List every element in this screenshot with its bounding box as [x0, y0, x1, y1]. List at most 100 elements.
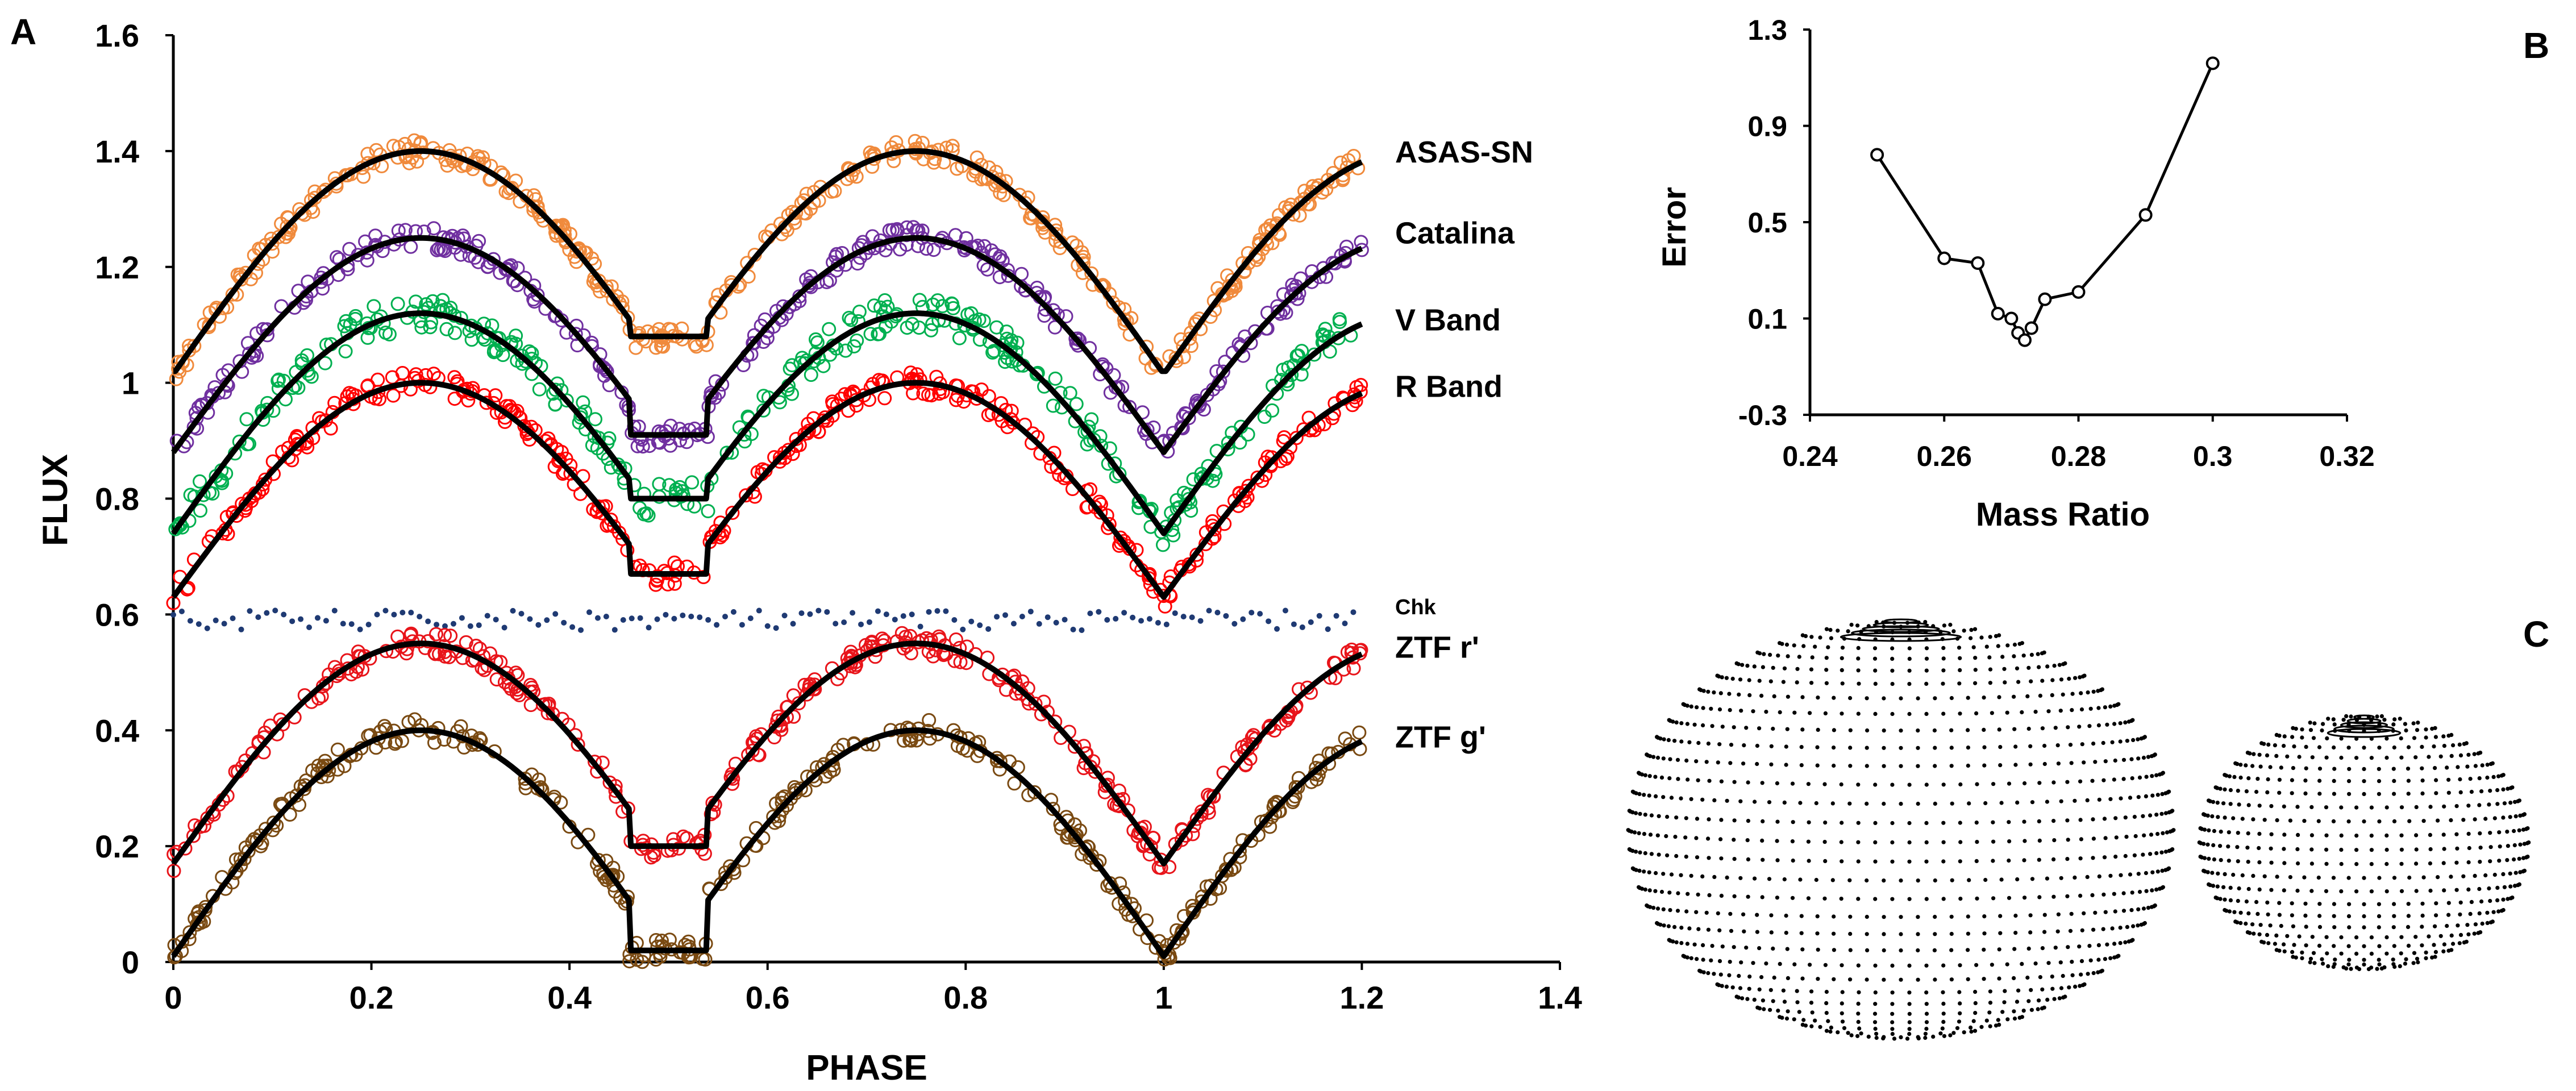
surface-point — [1829, 636, 1833, 640]
surface-point — [1924, 1011, 1929, 1016]
data-point — [272, 230, 286, 244]
surface-point — [2087, 724, 2092, 728]
surface-point — [1637, 792, 1642, 796]
surface-point — [2414, 847, 2419, 852]
chk-point — [739, 622, 745, 628]
data-point — [318, 182, 333, 197]
error-point — [2018, 333, 2032, 347]
surface-point — [2391, 957, 2395, 962]
surface-point — [2207, 828, 2211, 832]
surface-point — [2129, 908, 2134, 913]
surface-point — [2223, 787, 2227, 792]
surface-point — [2441, 949, 2446, 953]
surface-point — [2492, 872, 2497, 877]
surface-point — [1757, 651, 1762, 656]
surface-point — [2235, 761, 2240, 767]
surface-point — [1991, 896, 1996, 901]
surface-point — [2245, 846, 2250, 850]
surface-point — [1890, 682, 1895, 686]
surface-point — [1740, 996, 1745, 1001]
surface-point — [2125, 925, 2129, 929]
data-point — [818, 410, 833, 425]
chk-point — [680, 612, 686, 618]
data-point — [960, 307, 975, 322]
data-point — [667, 555, 682, 570]
surface-point — [1648, 832, 1653, 837]
surface-point — [1772, 975, 1776, 980]
surface-point — [2244, 921, 2248, 926]
surface-point — [1671, 939, 1675, 944]
surface-point — [1899, 977, 1903, 982]
surface-point — [2424, 950, 2428, 955]
surface-point — [2377, 962, 2382, 967]
surface-point — [1638, 850, 1642, 855]
surface-point — [1997, 695, 2001, 699]
surface-point — [1784, 642, 1790, 647]
data-point — [531, 772, 546, 787]
surface-point — [1924, 1020, 1929, 1025]
chk-point — [960, 626, 966, 632]
chk-point — [484, 613, 490, 619]
chk-point — [382, 607, 389, 614]
surface-point — [1882, 696, 1886, 701]
surface-point — [2121, 757, 2126, 762]
surface-point — [2502, 801, 2507, 806]
surface-point — [1751, 709, 1755, 714]
surface-point — [1873, 963, 1878, 968]
surface-point — [2091, 971, 2096, 976]
error-point — [2205, 56, 2220, 70]
data-point — [1158, 599, 1172, 614]
surface-point — [2295, 805, 2300, 809]
surface-point — [1674, 853, 1679, 859]
surface-point — [2445, 765, 2449, 770]
data-point — [739, 488, 754, 503]
surface-point — [2344, 714, 2349, 718]
panel-c-star-models: C — [1626, 614, 2549, 1041]
surface-point — [2485, 921, 2490, 925]
data-point — [1193, 397, 1207, 411]
panel-b-x-tick-label: 0.26 — [1917, 440, 1972, 472]
data-point — [1133, 825, 1148, 840]
surface-point — [2294, 955, 2298, 960]
surface-point — [2105, 942, 2109, 947]
surface-point — [2113, 758, 2117, 763]
surface-point — [2473, 873, 2477, 878]
data-point — [773, 450, 787, 465]
surface-point — [1751, 961, 1755, 965]
chk-point — [1146, 616, 1152, 622]
surface-point — [2369, 805, 2374, 810]
surface-point — [1701, 706, 1705, 710]
surface-point — [1786, 654, 1790, 659]
surface-point — [1847, 801, 1852, 806]
surface-point — [2136, 907, 2141, 911]
surface-point — [1746, 857, 1750, 861]
surface-point — [1907, 840, 1912, 845]
surface-point — [1829, 1025, 1833, 1030]
surface-point — [2309, 847, 2314, 852]
surface-point — [1759, 975, 1764, 980]
surface-point — [2149, 832, 2154, 837]
surface-point — [1933, 746, 1937, 750]
data-point — [953, 655, 968, 669]
surface-point — [1907, 990, 1912, 995]
surface-point — [1856, 711, 1861, 716]
surface-point — [1666, 738, 1671, 742]
panel-a-y-tick-label: 1.6 — [95, 18, 139, 53]
surface-point — [2097, 874, 2101, 878]
surface-point — [2091, 817, 2095, 822]
surface-point — [1746, 780, 1750, 785]
surface-point — [2246, 803, 2251, 807]
surface-point — [2496, 909, 2501, 914]
surface-point — [1719, 856, 1724, 861]
surface-point — [1873, 859, 1878, 864]
surface-point — [2119, 796, 2123, 801]
surface-point — [2050, 975, 2054, 979]
surface-point — [2155, 869, 2160, 874]
surface-point — [1730, 985, 1735, 990]
data-point — [667, 576, 682, 591]
surface-point — [2312, 961, 2317, 965]
chk-point — [1180, 614, 1187, 620]
surface-point — [1924, 990, 1929, 995]
surface-point — [2067, 676, 2071, 681]
surface-point — [2093, 910, 2098, 915]
